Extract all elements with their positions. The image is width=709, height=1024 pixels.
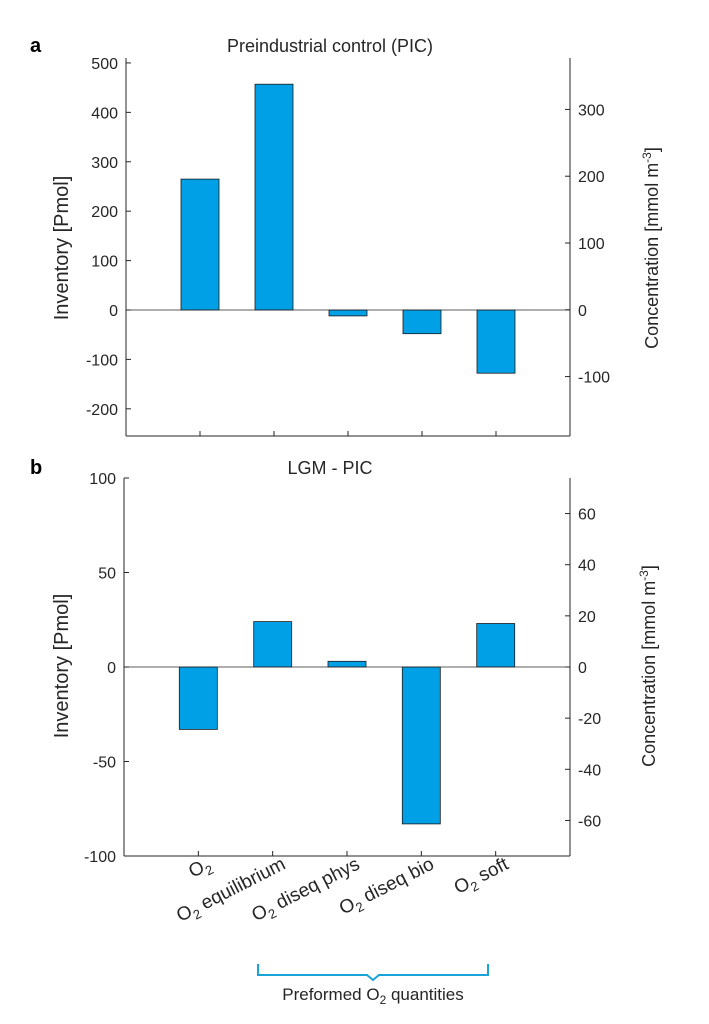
bar-b-3 [401, 666, 441, 825]
ytick-right-label: -20 [578, 711, 601, 728]
ytick-right-label: -100 [578, 370, 610, 387]
category-label-4: O2 soft [451, 853, 514, 901]
ytick-label: 0 [107, 660, 116, 677]
panel-b-ylabel: Inventory [Pmol] [51, 594, 73, 739]
ytick-label: 50 [98, 566, 116, 583]
ytick-right-label: 20 [578, 609, 596, 626]
ytick-label: 400 [91, 105, 118, 122]
ytick-label: 500 [91, 56, 118, 73]
bar-a-1 [254, 83, 294, 311]
preformed-bracket: Preformed O2 quantities [257, 964, 489, 1007]
panel-b-axes: 100 50 0 -50 -100 60 40 20 0 -20 -40 -60 [84, 471, 601, 866]
bar-a-2 [328, 309, 368, 317]
bar-b-4 [476, 623, 516, 668]
bar-a-0 [180, 178, 220, 311]
panel-a-ylabel: Inventory [Pmol] [51, 176, 73, 321]
ytick-label: 100 [91, 254, 118, 271]
bracket-line [257, 964, 489, 982]
ytick-right-label: 300 [578, 102, 605, 119]
ytick-right-label: 100 [578, 236, 605, 253]
panel-a-ylabel-right: Concentration [mmol m-3] [640, 147, 662, 349]
ytick-label: 100 [89, 471, 116, 488]
bar-b-2 [327, 660, 367, 668]
bracket-label: Preformed O2 quantities [282, 985, 464, 1007]
ytick-right-label: 0 [578, 660, 587, 677]
panel-b-ylabel-right: Concentration [mmol m-3] [637, 565, 659, 767]
ytick-label: 0 [109, 303, 118, 320]
ytick-label: 300 [91, 155, 118, 172]
bar-a-4 [476, 309, 516, 374]
bar-a-3 [402, 309, 442, 335]
ytick-right-label: -60 [578, 813, 601, 830]
panel-b-title: LGM - PIC [287, 458, 372, 478]
ytick-label: 200 [91, 204, 118, 221]
ytick-label: -100 [84, 849, 116, 866]
panel-a-title: Preindustrial control (PIC) [227, 36, 433, 56]
panel-a-axes: 500 400 300 200 100 0 -100 -200 300 200 100 0 -100 [86, 56, 610, 437]
ytick-right-label: 60 [578, 507, 596, 524]
ytick-right-label: 0 [578, 303, 587, 320]
panel-letter-b: b [30, 457, 42, 479]
ytick-right-label: 40 [578, 558, 596, 575]
ytick-label: -100 [86, 352, 118, 369]
panel-a: a Preindustrial control (PIC) Inventory … [30, 35, 662, 437]
ytick-right-label: -40 [578, 762, 601, 779]
ytick-label: -200 [86, 402, 118, 419]
category-label-0: O2 [185, 854, 216, 885]
panel-letter-a: a [30, 35, 42, 57]
bar-b-1 [253, 621, 293, 668]
ytick-right-label: 200 [578, 169, 605, 186]
ytick-label: -50 [93, 755, 116, 772]
bar-b-0 [178, 666, 218, 730]
panel-b: b LGM - PIC Inventory [Pmol] Concentrati… [30, 457, 659, 866]
